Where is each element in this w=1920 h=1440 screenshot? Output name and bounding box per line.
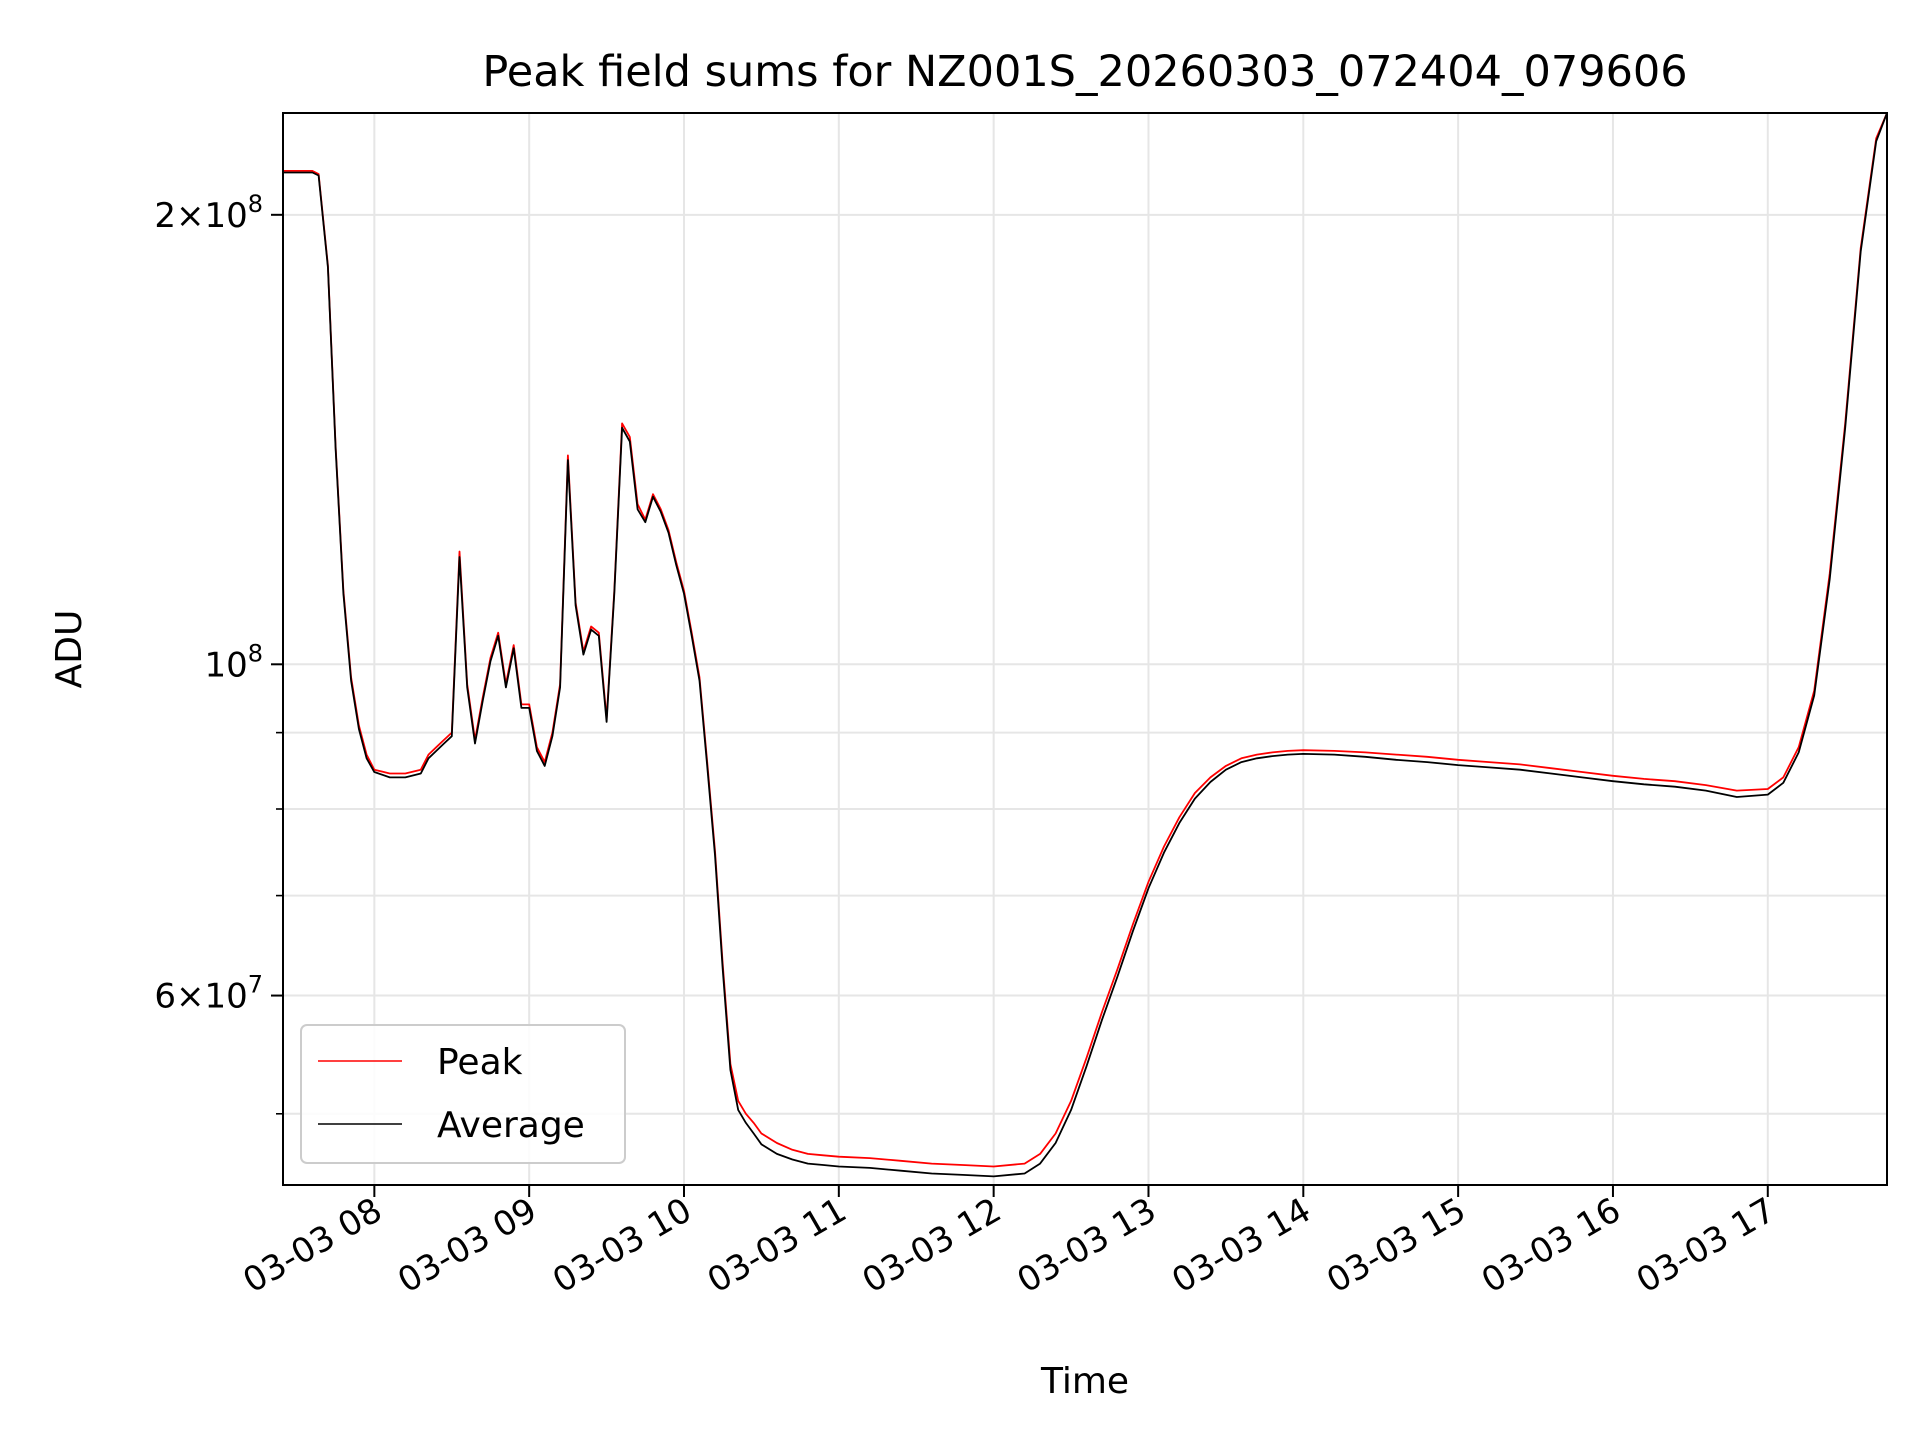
y-axis: 2×108 108 6×107	[154, 190, 283, 1115]
x-axis-label: Time	[1040, 1361, 1129, 1402]
chart-title: Peak field sums for NZ001S_20260303_0724…	[482, 47, 1687, 97]
y-tick-label: 6×107	[154, 971, 263, 1017]
legend-frame	[300, 1024, 626, 1164]
grid-lines	[283, 113, 1887, 1185]
series-line-average	[283, 113, 1887, 1178]
plot-area-frame	[282, 112, 1888, 1186]
legend: Peak Average	[300, 1024, 626, 1164]
y-axis-label: ADU	[49, 610, 90, 689]
y-tick-label: 2×108	[154, 190, 263, 236]
y-tick-label: 108	[204, 639, 263, 685]
legend-label-average: Average	[437, 1105, 585, 1146]
legend-label-peak: Peak	[437, 1042, 523, 1083]
series-lines	[283, 113, 1887, 1178]
